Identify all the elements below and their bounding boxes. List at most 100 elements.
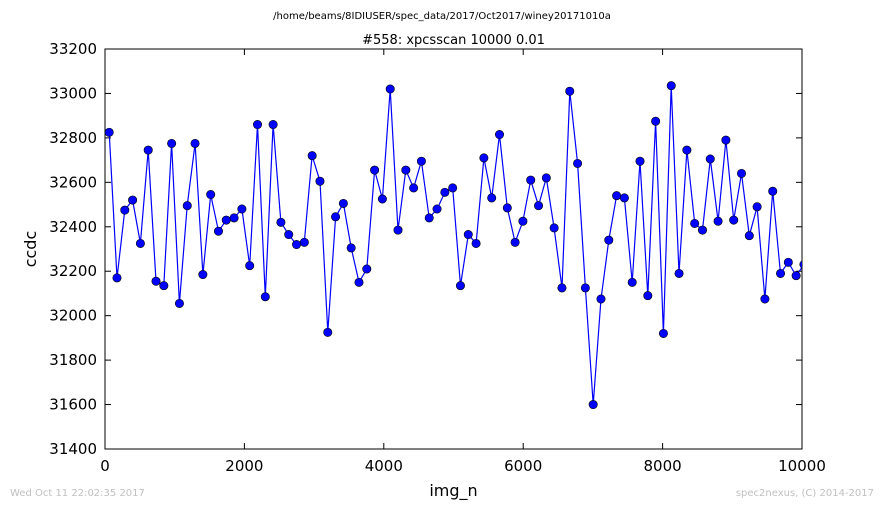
data-point <box>573 158 583 168</box>
data-point <box>323 327 333 337</box>
data-point <box>354 277 364 287</box>
data-point <box>174 298 184 308</box>
footer-timestamp: Wed Oct 11 22:02:35 2017 <box>10 488 145 499</box>
data-point <box>596 294 606 304</box>
data-point <box>206 190 216 200</box>
data-point <box>221 215 231 225</box>
data-point <box>128 195 138 205</box>
data-point <box>783 257 793 267</box>
data-point <box>105 127 114 137</box>
data-point <box>658 328 668 338</box>
y-tick-label: 32600 <box>49 173 97 191</box>
data-point <box>120 205 130 215</box>
data-point <box>229 213 239 223</box>
data-point <box>502 203 512 213</box>
y-tick-label: 32400 <box>49 218 97 236</box>
data-point <box>190 138 200 148</box>
y-tick-label: 32000 <box>49 307 97 325</box>
data-point <box>752 202 762 212</box>
data-point <box>643 291 653 301</box>
data-point <box>338 198 348 208</box>
data-point <box>713 216 723 226</box>
x-tick-label: 6000 <box>504 457 542 475</box>
data-point <box>729 215 739 225</box>
series-group <box>105 81 802 410</box>
data-point <box>588 400 598 410</box>
data-point <box>760 294 770 304</box>
y-tick-label: 31800 <box>49 351 97 369</box>
data-point <box>455 281 465 291</box>
data-point <box>401 165 411 175</box>
data-point <box>276 217 286 227</box>
data-point <box>362 264 372 274</box>
chart-title: #558: xpcsscan 10000 0.01 <box>362 33 545 48</box>
data-point <box>143 145 153 155</box>
data-point <box>299 237 309 247</box>
data-point <box>409 183 419 193</box>
data-point <box>292 240 302 250</box>
data-point <box>705 154 715 164</box>
data-point <box>479 153 489 163</box>
data-point <box>307 151 317 161</box>
x-tick-label: 8000 <box>644 457 682 475</box>
data-point <box>565 86 575 96</box>
data-point <box>331 212 341 222</box>
data-point <box>487 193 497 203</box>
data-series <box>105 81 802 410</box>
data-point <box>495 130 505 140</box>
data-point <box>768 186 778 196</box>
y-tick-label: 31600 <box>49 396 97 414</box>
y-axis-label: ccdc <box>21 231 40 268</box>
x-tick-label: 10000 <box>778 457 826 475</box>
data-point <box>580 283 590 293</box>
data-point <box>151 276 161 286</box>
data-point <box>237 204 247 214</box>
data-point <box>744 231 754 241</box>
data-point <box>776 268 786 278</box>
y-tick-label: 33000 <box>49 84 97 102</box>
data-point <box>284 230 294 240</box>
data-point <box>627 277 637 287</box>
data-point <box>424 213 434 223</box>
data-point <box>534 201 544 211</box>
data-point <box>416 156 426 166</box>
data-point <box>721 135 731 145</box>
data-point <box>377 194 387 204</box>
data-point <box>557 283 567 293</box>
data-point <box>198 270 208 280</box>
data-point <box>682 145 692 155</box>
x-tick-label: 2000 <box>225 457 263 475</box>
y-tick-label: 32800 <box>49 129 97 147</box>
data-point <box>260 292 270 302</box>
data-point <box>167 138 177 148</box>
data-point <box>268 120 278 130</box>
data-point <box>791 271 801 281</box>
chart-suptitle: /home/beams/8IDIUSER/spec_data/2017/Oct2… <box>273 11 611 22</box>
data-point <box>604 235 614 245</box>
data-point <box>526 175 536 185</box>
data-point <box>432 204 442 214</box>
data-point <box>448 183 458 193</box>
y-tick-label: 32200 <box>49 262 97 280</box>
data-point <box>612 191 622 201</box>
x-tick-label: 4000 <box>365 457 403 475</box>
data-point <box>690 218 700 228</box>
data-point <box>159 281 169 291</box>
data-point <box>799 260 802 269</box>
y-tick-label: 31400 <box>49 440 97 458</box>
data-point <box>666 81 676 91</box>
plot-area <box>104 48 803 450</box>
data-point <box>112 273 122 283</box>
axis-ticks: 0 2000 4000 6000 8000 10000 31400 31600 31800 320… <box>49 40 826 475</box>
data-point <box>549 223 559 233</box>
data-point <box>619 193 629 203</box>
data-point <box>135 238 145 248</box>
data-point <box>440 187 450 197</box>
data-point <box>182 201 192 211</box>
data-point <box>674 268 684 278</box>
data-point <box>385 84 395 94</box>
data-point <box>471 238 481 248</box>
data-point <box>393 225 403 235</box>
data-point <box>253 120 263 130</box>
